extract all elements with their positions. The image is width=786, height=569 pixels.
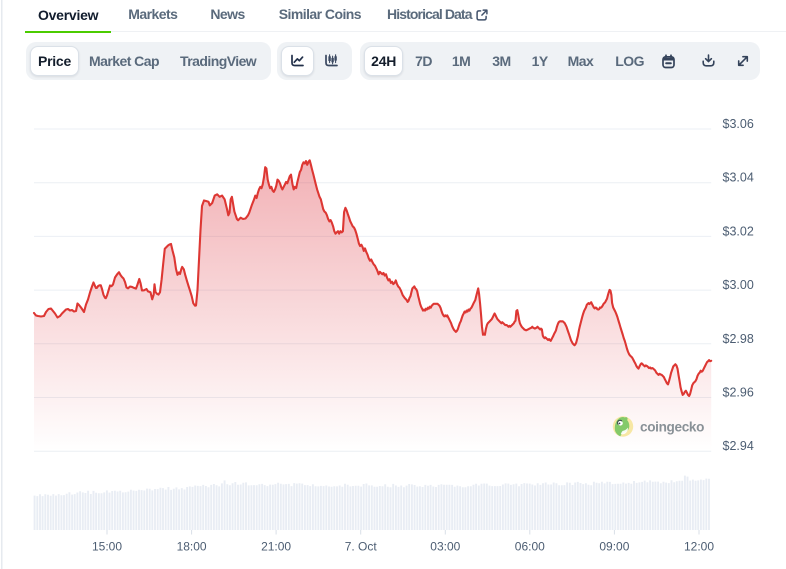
svg-text:$2.98: $2.98	[723, 332, 754, 346]
svg-text:18:00: 18:00	[177, 540, 207, 554]
svg-text:$2.94: $2.94	[723, 439, 754, 453]
svg-text:$3.02: $3.02	[723, 224, 754, 238]
svg-text:03:00: 03:00	[430, 540, 460, 554]
svg-text:09:00: 09:00	[599, 540, 629, 554]
svg-text:$3.04: $3.04	[723, 171, 754, 185]
svg-text:$2.96: $2.96	[723, 386, 754, 400]
svg-text:15:00: 15:00	[92, 540, 122, 554]
svg-text:7. Oct: 7. Oct	[345, 540, 378, 554]
svg-text:$3.00: $3.00	[723, 278, 754, 292]
svg-text:$3.06: $3.06	[723, 117, 754, 131]
svg-text:coingecko: coingecko	[640, 419, 704, 434]
svg-text:21:00: 21:00	[261, 540, 291, 554]
svg-text:06:00: 06:00	[515, 540, 545, 554]
svg-text:12:00: 12:00	[684, 540, 714, 554]
